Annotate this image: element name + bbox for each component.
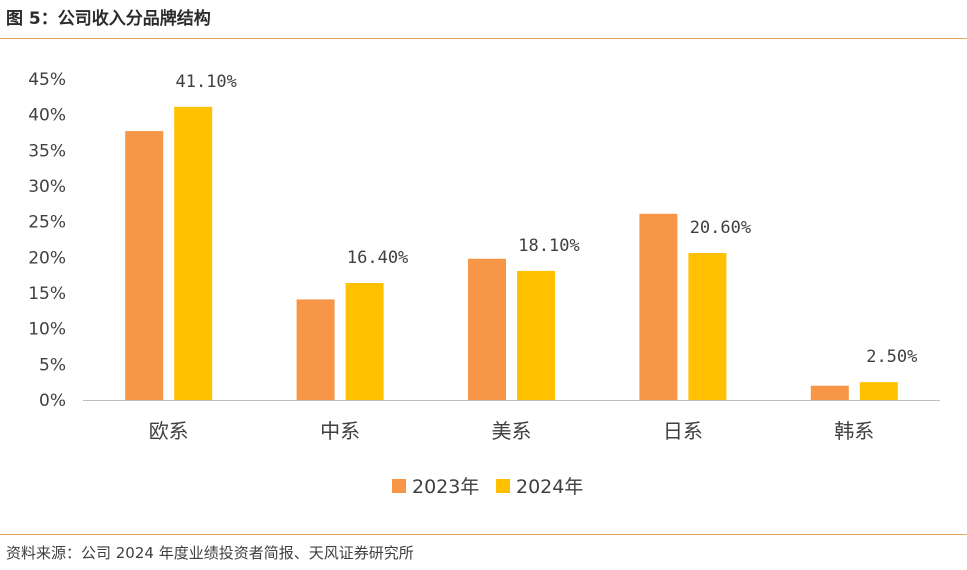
bar-2024 <box>174 106 213 400</box>
bar-2023 <box>468 258 506 400</box>
y-tick-label: 25% <box>28 213 66 233</box>
y-tick-label: 45% <box>28 70 66 90</box>
bar-2024 <box>517 270 555 400</box>
y-tick-label: 40% <box>28 106 66 126</box>
bar-2024 <box>859 382 898 400</box>
y-tick-label: 10% <box>28 320 66 340</box>
x-category-label: 欧系 <box>149 419 189 443</box>
figure-title: 图 5：公司收入分品牌结构 <box>6 9 211 29</box>
bar-2023 <box>810 385 849 400</box>
data-label: 41.10% <box>175 72 236 92</box>
legend-swatch-2024 <box>496 479 510 493</box>
x-category-label: 中系 <box>320 419 360 443</box>
bar-2023 <box>125 131 164 400</box>
legend-label: 2024年 <box>516 476 583 498</box>
y-tick-label: 5% <box>39 355 66 375</box>
legend-label: 2023年 <box>412 476 479 498</box>
legend-swatch-2023 <box>392 479 406 493</box>
bar-2024 <box>345 283 384 400</box>
bar-2023 <box>296 299 335 400</box>
bar-2023 <box>639 213 678 400</box>
x-category-label: 韩系 <box>834 419 874 443</box>
bottom-divider <box>0 534 967 535</box>
source-note: 资料来源：公司 2024 年度业绩投资者简报、天风证券研究所 <box>6 544 414 562</box>
x-category-label: 美系 <box>492 419 532 443</box>
data-label: 20.60% <box>690 218 751 238</box>
bar-chart: 0%5%10%15%20%25%30%35%40%45% 欧系 中系 美系 日系 韩系 … <box>28 70 940 498</box>
y-tick-label: 30% <box>28 177 66 197</box>
data-label: 2.50% <box>866 347 917 367</box>
data-label: 16.40% <box>347 248 408 268</box>
y-tick-label: 20% <box>28 248 66 268</box>
x-category-label: 日系 <box>663 419 703 443</box>
data-label: 18.10% <box>518 236 579 256</box>
y-tick-label: 35% <box>28 141 66 161</box>
bar-2024 <box>688 253 727 400</box>
y-tick-label: 15% <box>28 284 66 304</box>
top-divider <box>0 38 967 39</box>
y-tick-label: 0% <box>39 391 66 411</box>
